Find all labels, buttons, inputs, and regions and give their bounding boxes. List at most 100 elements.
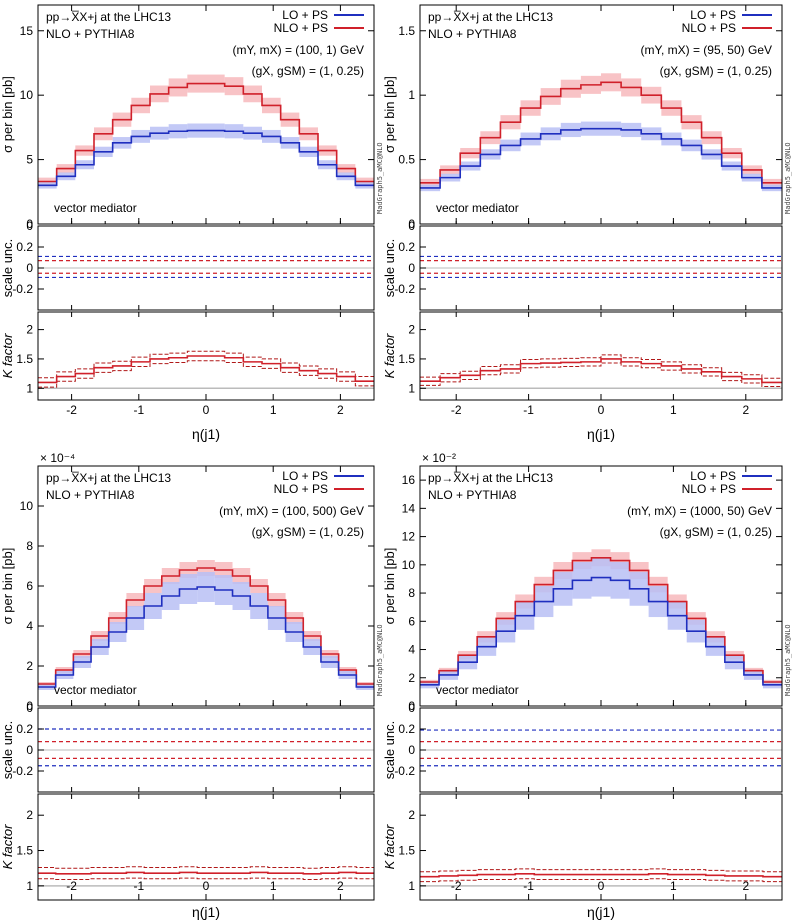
legend-label: NLO + PS — [274, 21, 328, 35]
legend-label: NLO + PS — [682, 482, 736, 496]
k-factor-lower — [420, 878, 782, 883]
process-label: pp→X̅X+j at the LHC13 — [46, 10, 171, 24]
mass-label: (mY, mX) = (100, 1) GeV — [233, 43, 365, 57]
y-axis-label-k: K factor — [382, 333, 397, 378]
y-tick-label: 12 — [402, 530, 416, 544]
process-label: pp→X̅X+j at the LHC13 — [46, 471, 171, 485]
legend-label: LO + PS — [282, 8, 328, 22]
y-tick-label: 4 — [408, 643, 415, 657]
scale-tick-label: 0.2 — [16, 722, 33, 736]
y-tick-label: 6 — [26, 579, 33, 593]
coupling-label: (gX, gSM) = (1, 0.25) — [660, 525, 772, 539]
lo-histogram-line — [38, 586, 374, 688]
x-axis-label: η(j1) — [587, 904, 615, 920]
scale-tick-label: 0.2 — [398, 722, 415, 736]
k-factor-upper — [38, 866, 374, 869]
legend-label: LO + PS — [690, 469, 736, 483]
accuracy-label: NLO + PYTHIA8 — [428, 488, 517, 502]
k-tick-label: 1 — [408, 381, 415, 395]
x-tick-label: -1 — [133, 879, 144, 893]
nlo-histogram-line — [420, 81, 782, 184]
process-label: pp→X̅X+j at the LHC13 — [428, 10, 553, 24]
coupling-label: (gX, gSM) = (1, 0.25) — [252, 64, 364, 78]
coupling-label: (gX, gSM) = (1, 0.25) — [660, 64, 772, 78]
x-tick-label: 0 — [598, 879, 605, 893]
k-factor-line — [420, 358, 782, 384]
y-tick-label: 2 — [408, 671, 415, 685]
axis-multiplier: × 10⁻⁴ — [40, 451, 75, 465]
y-tick-label: 2 — [26, 659, 33, 673]
k-tick-label: 1 — [26, 879, 33, 893]
watermark-label: MadGraph5_aMC@NLO — [376, 142, 384, 214]
scale-tick-label: 0 — [408, 743, 415, 757]
legend-label: NLO + PS — [274, 482, 328, 496]
k-tick-label: 1.5 — [16, 844, 33, 858]
k-factor-line — [38, 355, 374, 384]
x-tick-label: -2 — [66, 879, 77, 893]
k-tick-label: 1 — [408, 879, 415, 893]
x-tick-label: -1 — [523, 879, 534, 893]
x-tick-label: 0 — [598, 403, 605, 417]
y-axis-label-scale: scale unc. — [382, 721, 397, 780]
y-tick-label: 8 — [26, 539, 33, 553]
y-tick-label: 15 — [20, 24, 34, 38]
mass-label: (mY, mX) = (95, 50) GeV — [641, 43, 773, 57]
x-axis-label: η(j1) — [192, 426, 220, 442]
y-axis-label-main: σ per bin [pb] — [0, 548, 15, 625]
scale-tick-label: 0 — [408, 701, 415, 715]
x-tick-label: -1 — [133, 403, 144, 417]
x-tick-label: 2 — [337, 403, 344, 417]
k-tick-label: 1.5 — [398, 844, 415, 858]
k-tick-label: 1 — [26, 381, 33, 395]
x-tick-label: 0 — [203, 403, 210, 417]
legend-label: NLO + PS — [682, 21, 736, 35]
scale-tick-label: 0.2 — [398, 240, 415, 254]
scale-tick-label: -0.2 — [12, 282, 33, 296]
scale-tick-label: 0 — [26, 261, 33, 275]
x-tick-label: -2 — [451, 879, 462, 893]
mediator-label: vector mediator — [436, 683, 519, 697]
x-tick-label: 0 — [203, 879, 210, 893]
x-tick-label: 2 — [337, 879, 344, 893]
x-tick-label: 1 — [670, 879, 677, 893]
scale-tick-label: 0 — [408, 261, 415, 275]
lo-histogram-line — [420, 576, 782, 686]
accuracy-label: NLO + PYTHIA8 — [46, 488, 135, 502]
y-axis-label-main: σ per bin [pb] — [382, 76, 397, 153]
k-tick-label: 2 — [408, 323, 415, 337]
scale-tick-label: 0 — [26, 743, 33, 757]
y-axis-label-k: K factor — [0, 333, 15, 378]
k-factor-upper — [420, 868, 782, 873]
y-tick-label: 8 — [408, 586, 415, 600]
nlo-histogram-line — [38, 82, 374, 183]
scale-tick-label: 0 — [408, 219, 415, 233]
x-axis-label: η(j1) — [587, 426, 615, 442]
scale-tick-label: -0.2 — [12, 764, 33, 778]
y-axis-label-k: K factor — [382, 824, 397, 869]
scale-tick-label: -0.2 — [394, 282, 415, 296]
k-factor-upper — [38, 350, 374, 379]
x-tick-label: 1 — [270, 403, 277, 417]
y-tick-label: 0 — [408, 217, 415, 231]
y-tick-label: 10 — [402, 558, 416, 572]
mass-label: (mY, mX) = (100, 500) GeV — [219, 504, 364, 518]
legend-label: LO + PS — [690, 8, 736, 22]
nlo-histogram-line — [38, 567, 374, 685]
k-factor-lower — [38, 877, 374, 881]
x-tick-label: -1 — [523, 403, 534, 417]
legend-label: LO + PS — [282, 469, 328, 483]
y-axis-label-scale: scale unc. — [0, 721, 15, 780]
y-axis-label-k: K factor — [0, 824, 15, 869]
x-tick-label: 2 — [742, 879, 749, 893]
k-tick-label: 2 — [408, 808, 415, 822]
watermark-label: MadGraph5_aMC@NLO — [784, 624, 792, 696]
process-label: pp→X̅X+j at the LHC13 — [428, 471, 553, 485]
watermark-label: MadGraph5_aMC@NLO — [376, 624, 384, 696]
y-tick-label: 10 — [20, 499, 34, 513]
axis-multiplier: × 10⁻² — [422, 451, 456, 465]
y-tick-label: 0.5 — [398, 153, 415, 167]
